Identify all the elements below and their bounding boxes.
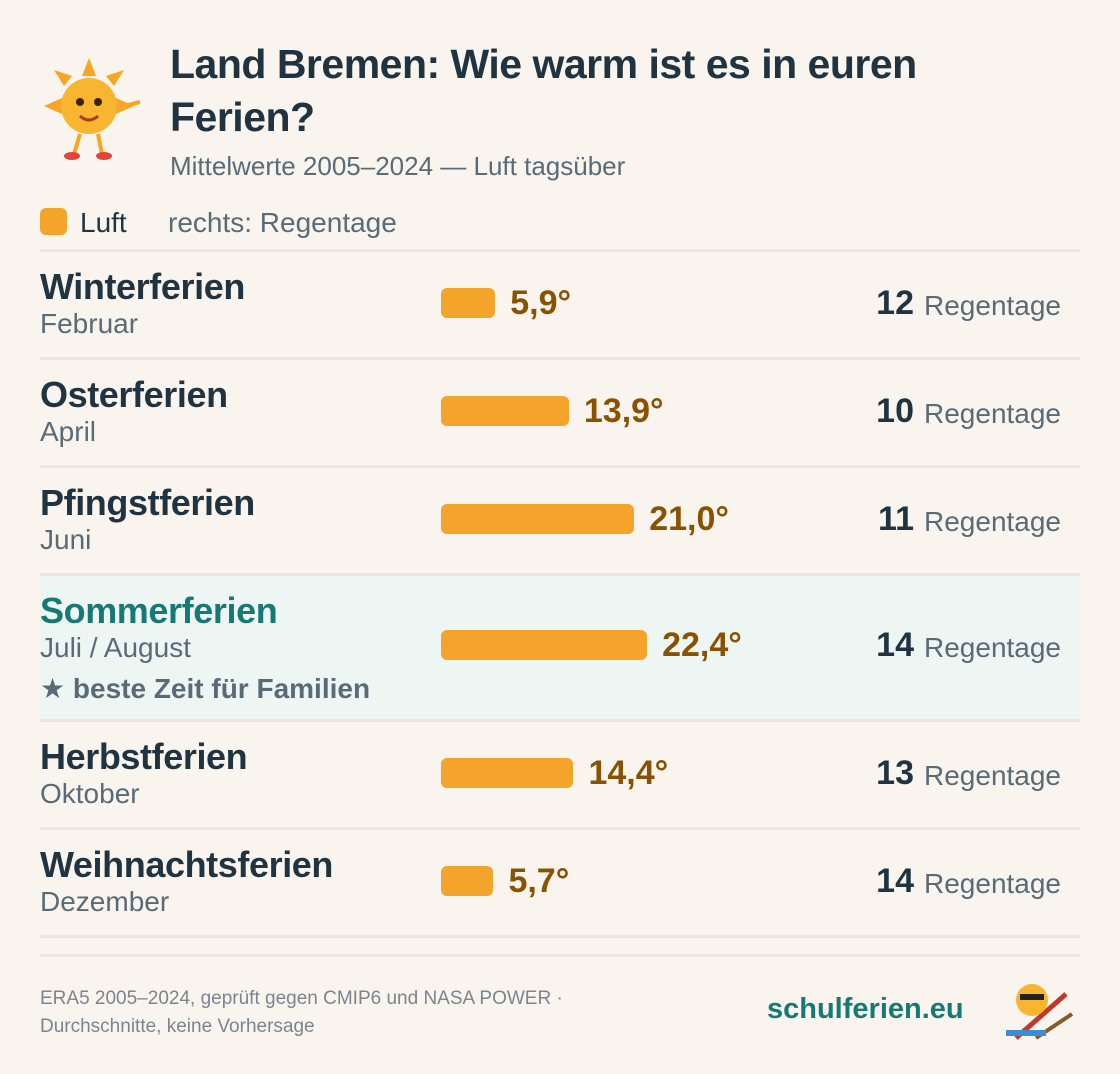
legend-label: Luft — [80, 207, 127, 238]
category-label: Herbstferien — [40, 736, 248, 777]
rain-unit: Regentage — [924, 506, 1062, 537]
category-label: Pfingstferien — [40, 482, 255, 523]
category-label: Weihnachtsferien — [40, 844, 334, 885]
period-label: Oktober — [40, 778, 140, 809]
separator — [40, 249, 1080, 252]
separator — [40, 573, 1080, 576]
value-label: 13,9° — [583, 392, 664, 430]
period-label: April — [40, 416, 97, 447]
period-label: Februar — [40, 308, 139, 339]
rain-days: 11 — [878, 500, 914, 538]
rain-unit: Regentage — [924, 290, 1062, 321]
value-label: 22,4° — [662, 626, 742, 664]
period-label: Juni — [40, 524, 92, 555]
legend-swatch — [40, 208, 67, 235]
bar — [441, 866, 494, 896]
brand: schulferien.eu — [767, 993, 964, 1025]
rain-unit: Regentage — [924, 868, 1062, 899]
value-label: 14,4° — [588, 754, 669, 792]
source-note: ERA5 2005–2024, geprüft gegen CMIP6 und … — [40, 985, 563, 1041]
bar — [441, 288, 496, 318]
separator — [40, 719, 1080, 722]
chart-title: Land Bremen: Wie warm ist es in euren Fe… — [170, 41, 917, 140]
bar — [441, 630, 648, 660]
separator — [40, 954, 1080, 957]
category-label: Osterferien — [40, 374, 228, 415]
separator — [40, 827, 1080, 830]
sun-mascot — [44, 58, 141, 160]
source-line: Durchschnitte, keine Vorhersage — [40, 1016, 315, 1037]
source-line: ERA5 2005–2024, geprüft gegen CMIP6 und … — [40, 988, 563, 1009]
rain-days: 10 — [876, 392, 914, 430]
rain-unit: Regentage — [924, 632, 1062, 663]
bar — [441, 758, 574, 788]
value-label: 21,0° — [649, 500, 729, 538]
legend-note: rechts: Regentage — [168, 207, 397, 238]
highlight-label: ★ beste Zeit für Familien — [40, 673, 371, 704]
value-label: 5,9° — [510, 284, 572, 322]
bar — [441, 396, 569, 426]
rain-days: 14 — [876, 862, 914, 900]
rain-days: 12 — [876, 284, 914, 322]
separator — [40, 357, 1080, 360]
category-label: Winterferien — [40, 266, 245, 307]
rain-days: 13 — [876, 754, 914, 792]
category-label: Sommerferien — [40, 590, 278, 631]
bar — [441, 504, 635, 534]
highlight-text: beste Zeit für Familien — [72, 673, 371, 704]
value-label: 5,7° — [508, 862, 570, 900]
rain-unit: Regentage — [924, 398, 1062, 429]
chart-subtitle: Mittelwerte 2005–2024 — Luft tagsüber — [170, 151, 626, 181]
period-label: Dezember — [40, 886, 170, 917]
rain-unit: Regentage — [924, 760, 1062, 791]
rain-days: 14 — [876, 626, 914, 664]
separator — [40, 465, 1080, 468]
separator — [40, 935, 1080, 938]
period-label: Juli / August — [40, 632, 191, 663]
sun-chair — [1006, 984, 1074, 1040]
